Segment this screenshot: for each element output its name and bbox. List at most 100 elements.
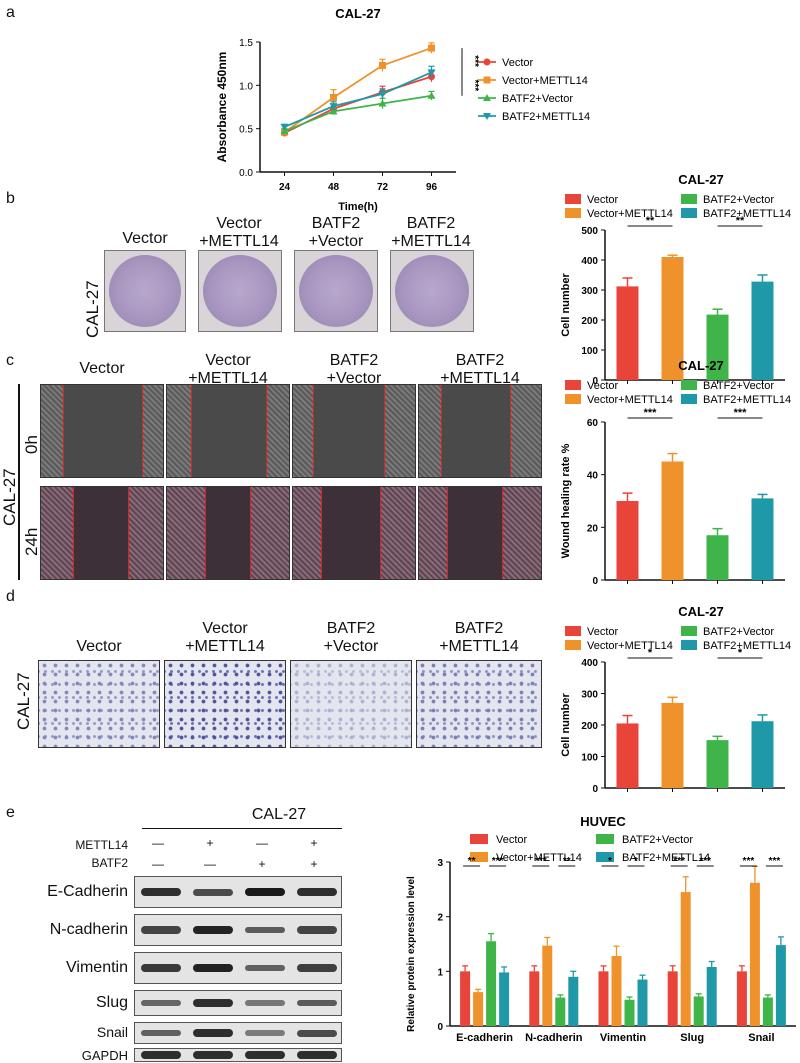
- data-point: [330, 93, 337, 101]
- cell-line-label-d: CAL-27: [14, 672, 33, 730]
- blot-band: [245, 887, 285, 897]
- legend-marker: [483, 58, 491, 66]
- sig-label-1: ***: [644, 407, 658, 419]
- blot-band: [297, 926, 337, 934]
- bar-vimentin-3: [637, 979, 648, 1026]
- wound-image-24h-vector-mettl14: [166, 486, 290, 580]
- transwell-image-vector-mettl14: [164, 660, 286, 748]
- legend-label: BATF2+METTL14: [703, 640, 791, 652]
- bar-3: [751, 498, 774, 580]
- blot-band: [193, 925, 233, 935]
- legend-label: Vector+METTL14: [496, 852, 582, 864]
- legend-label: BATF2+METTL14: [622, 852, 710, 864]
- bar-0: [616, 286, 639, 380]
- legend-swatch: [681, 640, 697, 650]
- y-tick-label: 1: [437, 967, 443, 978]
- legend-label: Vector+METTL14: [587, 640, 673, 652]
- legend-swatch: [565, 626, 581, 636]
- batf2-mark-3: +: [258, 857, 266, 871]
- blot-label-gapdh: GAPDH: [81, 1048, 128, 1063]
- legend-label: BATF2+Vector: [703, 194, 774, 206]
- data-point: [378, 99, 387, 107]
- y-tick-label: 60: [587, 418, 599, 429]
- chart-title: CAL-27: [335, 6, 381, 21]
- sig-label: ***: [535, 856, 547, 867]
- cell-line-label-c: CAL-27: [0, 468, 19, 526]
- data-point: [329, 107, 338, 115]
- chart-title: HUVEC: [580, 814, 626, 829]
- legend-swatch: [565, 394, 581, 404]
- y-tick-label: 0: [592, 784, 598, 795]
- bar-2: [706, 535, 729, 580]
- chart-title: CAL-27: [678, 172, 724, 187]
- blot-band: [245, 1030, 285, 1036]
- y-tick-label: 100: [581, 346, 598, 357]
- wound-image-24h-vector: [40, 486, 164, 580]
- data-point: [427, 69, 436, 77]
- legend-label: BATF2+Vector: [622, 834, 693, 846]
- sig-label-1: ***: [469, 55, 480, 67]
- bar-3: [751, 281, 774, 380]
- legend-swatch: [565, 640, 581, 650]
- group-header-b-3: BATF2 +Vector: [308, 215, 364, 250]
- wound-image-0h-vector-mettl14: [166, 384, 290, 478]
- sig-label: ***: [492, 856, 504, 867]
- blot-band: [193, 963, 233, 973]
- transwell-image-batf2-vector: [290, 660, 412, 748]
- bar-slug-0: [667, 971, 678, 1026]
- chart-title: CAL-27: [678, 604, 724, 619]
- colony-dish-vector: [104, 250, 186, 332]
- legend-label: Vector: [502, 57, 534, 69]
- wound-image-24h-batf2-mettl14: [418, 486, 542, 580]
- legend-swatch: [681, 626, 697, 636]
- blot-band: [141, 888, 181, 896]
- sig-label: ***: [769, 856, 781, 867]
- wound-image-24h-batf2-vector: [292, 486, 416, 580]
- cell-line-bracket-c: [18, 384, 20, 580]
- bar-snail-1: [749, 882, 760, 1026]
- legend-swatch: [681, 194, 697, 204]
- group-header-b-1: Vector: [122, 230, 168, 247]
- legend-label: BATF2+Vector: [502, 93, 573, 105]
- blot-band: [245, 1000, 285, 1006]
- bar-vimentin-1: [611, 956, 622, 1026]
- blot-band: [193, 1051, 233, 1059]
- blot-label-slug: Slug: [95, 994, 128, 1011]
- western-header: CAL-27: [251, 806, 307, 823]
- batf2-mark-2: —: [204, 857, 216, 871]
- legend-marker: [483, 76, 491, 84]
- y-tick-label: 300: [581, 286, 598, 297]
- invasion-bar-chart: CAL-27 Vector Vector+METTL14 BATF2+Vector BA…: [560, 604, 791, 795]
- sig-label-1: *: [648, 647, 653, 659]
- blot-label-e-cadherin: E-Cadherin: [47, 883, 128, 900]
- wound-healing-bar-chart: CAL-27 Vector Vector+METTL14 BATF2+Vector BA…: [560, 358, 791, 587]
- batf2-mark-1: —: [152, 857, 164, 871]
- blot-band: [297, 1051, 337, 1059]
- sig-label: **: [563, 856, 571, 867]
- huvec-protein-bar-chart: HUVEC Vector Vector+METTL14 BATF2+Vector BAT…: [406, 814, 796, 1044]
- mettl14-mark-3: —: [256, 836, 268, 850]
- legend-marker: [483, 94, 491, 101]
- data-point: [427, 91, 436, 99]
- series-line-3: [284, 71, 432, 128]
- cell-line-label-b: CAL-27: [83, 280, 102, 338]
- y-axis-label: Wound healing rate %: [560, 443, 572, 558]
- proliferation-line-chart: CAL-27 0.0 0.5 1.0 1.5 24 48 72 96 Time(h) Absorba…: [215, 6, 590, 213]
- legend-label: Vector: [496, 834, 528, 846]
- group-header-d-1: Vector: [76, 638, 122, 655]
- sig-label: *: [634, 856, 638, 867]
- blot-band: [245, 1051, 285, 1059]
- panel-label-c: c: [6, 352, 14, 369]
- sig-label: ***: [699, 856, 711, 867]
- x-tick-label: 48: [328, 182, 340, 193]
- blot-band: [193, 999, 233, 1007]
- sig-label-2: *: [738, 647, 743, 659]
- bar-e-cadherin-1: [473, 992, 484, 1026]
- time-label-0h: 0h: [22, 435, 41, 454]
- legend-swatch: [596, 834, 614, 844]
- blot-strip-slug: [134, 990, 342, 1016]
- sig-label: ***: [743, 856, 755, 867]
- bar-vimentin-0: [598, 971, 609, 1026]
- mettl14-mark-1: —: [152, 836, 164, 850]
- time-label-24h: 24h: [22, 527, 41, 556]
